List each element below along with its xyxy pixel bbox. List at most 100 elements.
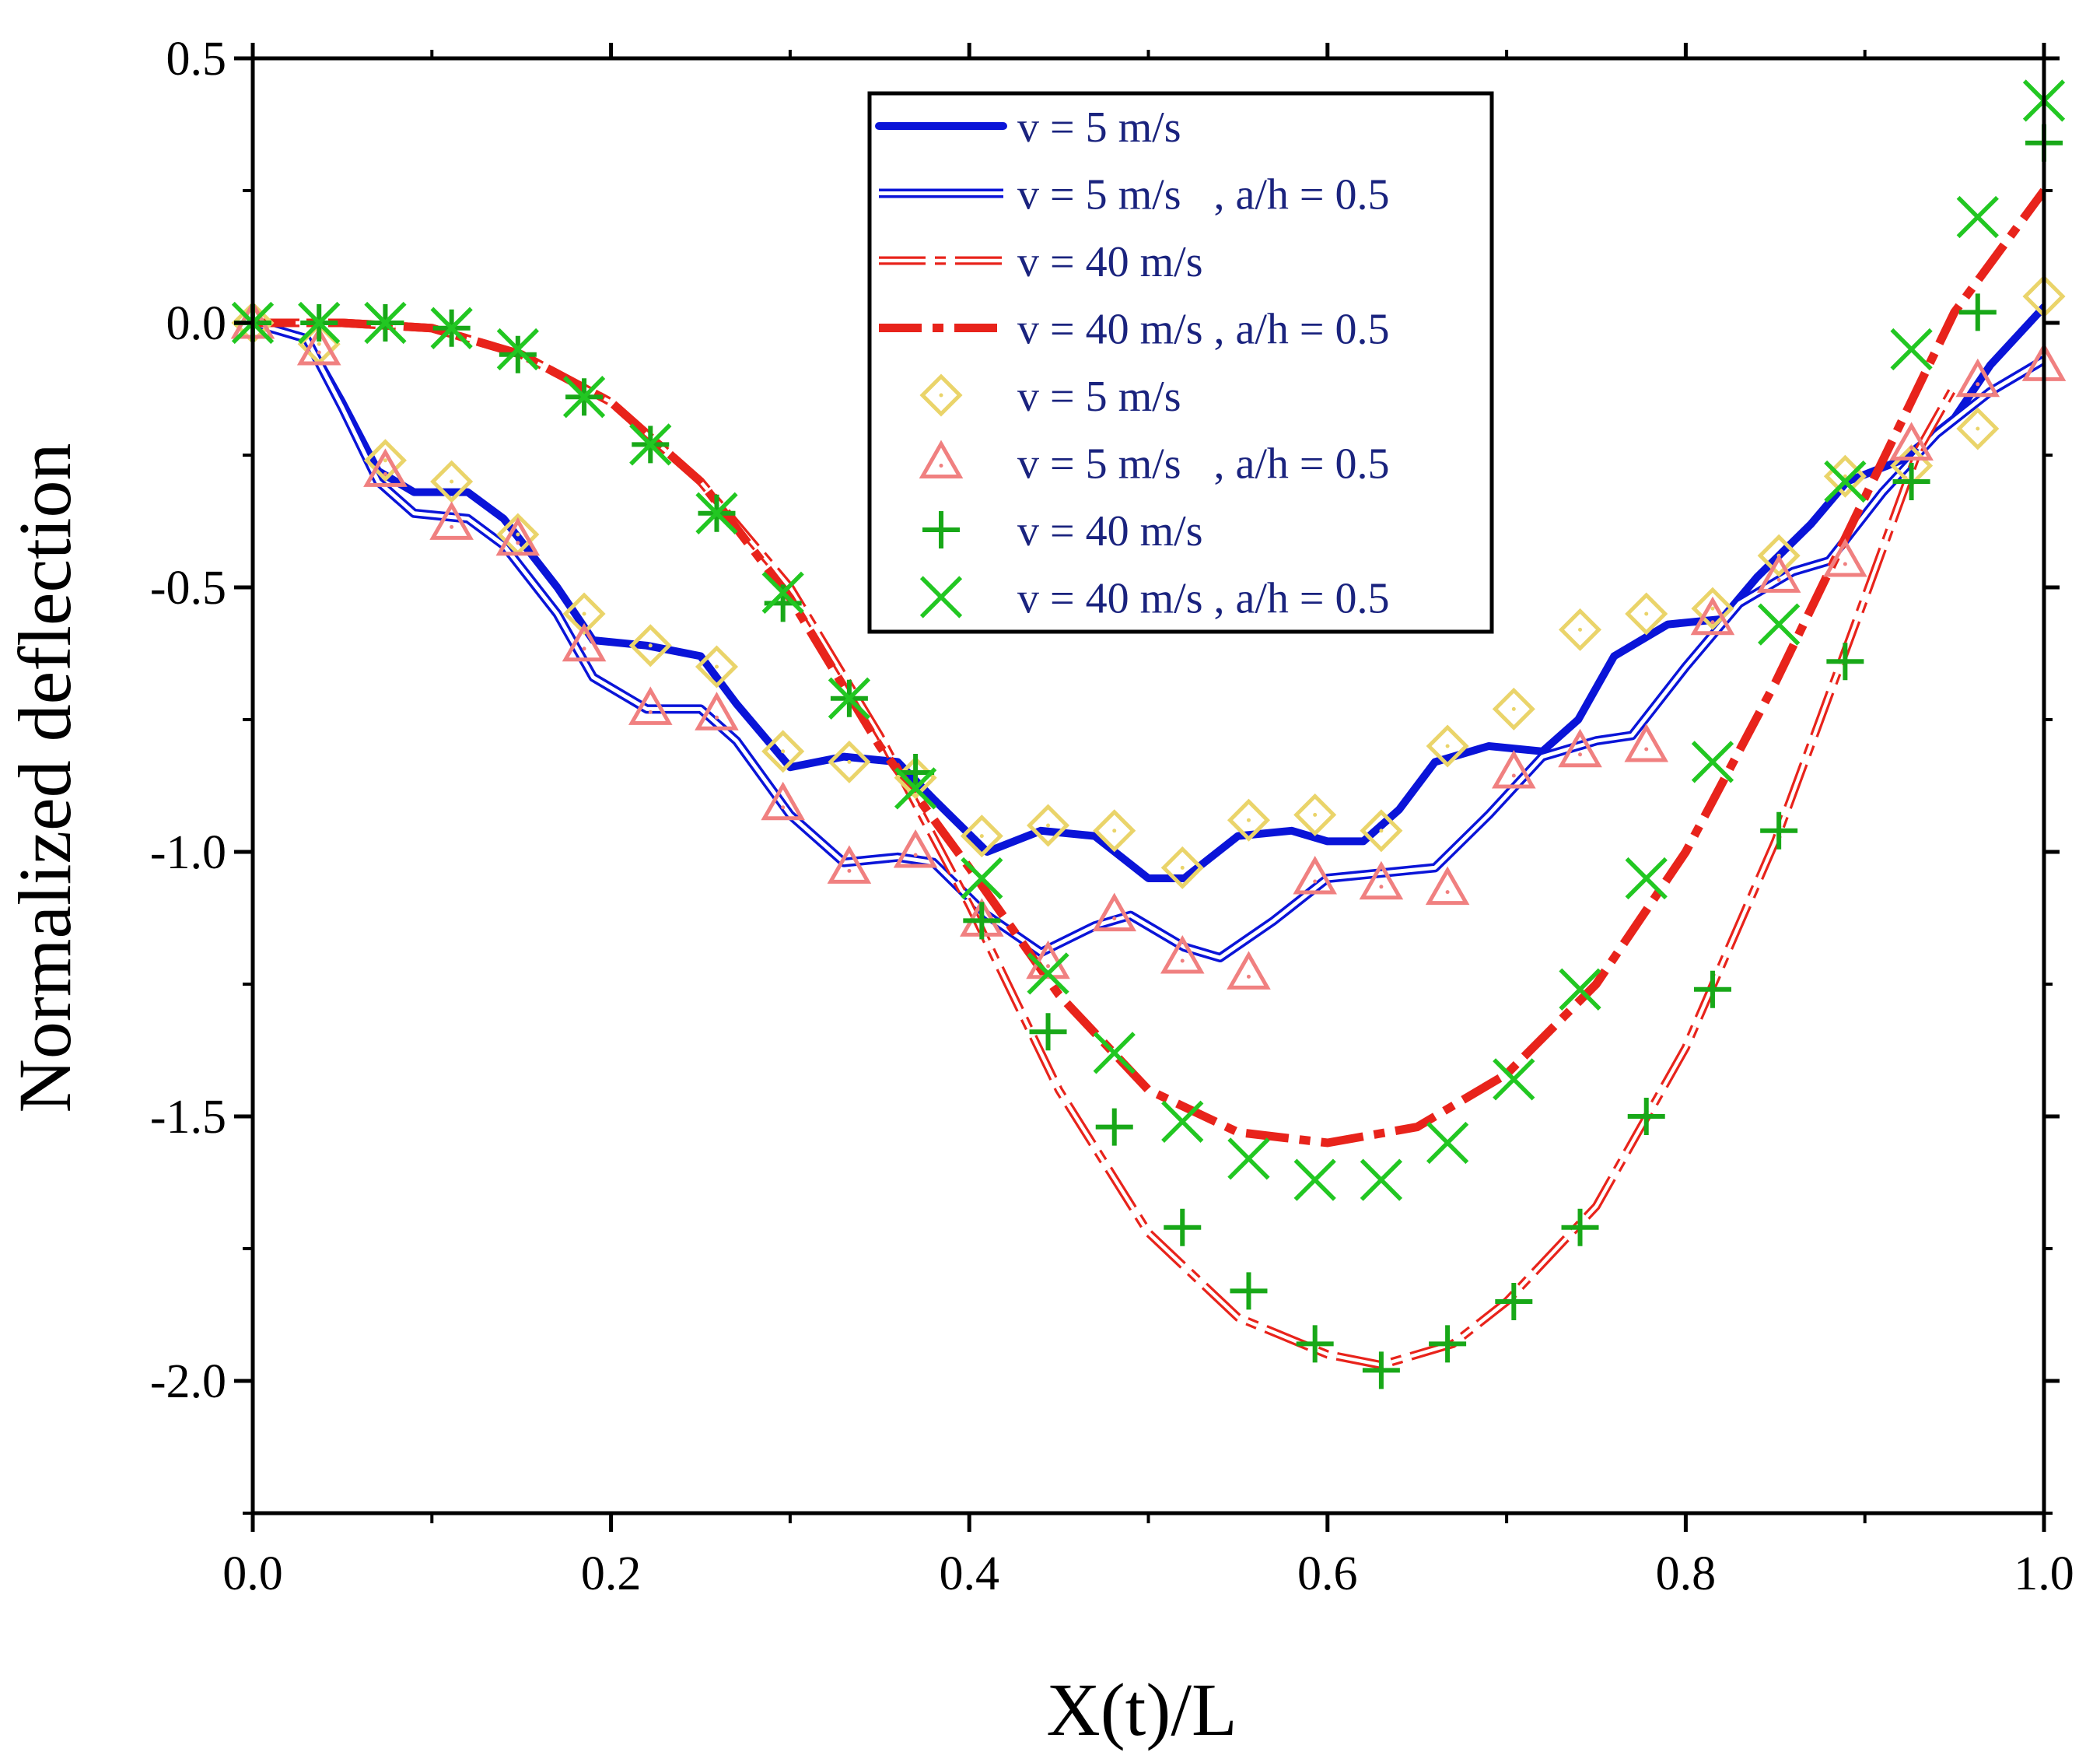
series-5-point-6-dot <box>648 710 653 714</box>
series-6-point-21 <box>1627 1098 1665 1135</box>
series-4-point-14-shape <box>1160 846 1204 889</box>
series-7-point-19 <box>1493 1058 1535 1101</box>
series-5-point-5-dot <box>582 646 586 651</box>
series-5-point-14-shape <box>1160 934 1205 974</box>
series-4-point-6-shape <box>628 624 672 668</box>
y-tick-label-2: -0.5 <box>150 562 226 615</box>
series-4-point-20-dot <box>1578 627 1583 632</box>
series-7-point-10 <box>894 767 937 810</box>
series-5-point-2-dot <box>383 471 387 476</box>
series-5-point-16-shape <box>1293 855 1337 895</box>
series-7-point-24 <box>1824 460 1867 503</box>
y-tick-label-1: 0.0 <box>166 297 227 350</box>
series-6-point-10 <box>897 754 935 791</box>
series-5-point-22-dot <box>1710 620 1715 625</box>
series-5-point-12 <box>1026 940 1070 979</box>
series-4-point-26 <box>1956 407 2000 450</box>
y-tick-label-4: -1.5 <box>150 1091 226 1144</box>
x-tick-label-3: 0.6 <box>1297 1547 1358 1600</box>
series-7-point-5 <box>562 376 606 419</box>
series-7-point-16 <box>1293 1158 1336 1201</box>
series-5-point-8-dot <box>781 805 786 810</box>
series-7-point-18 <box>1426 1121 1469 1165</box>
series-4-point-11 <box>960 815 1003 858</box>
series-4-point-3-shape <box>430 460 474 503</box>
series-4-point-16 <box>1293 793 1337 836</box>
legend-marker-4-dot <box>939 393 943 398</box>
series-5-point-10-dot <box>913 853 918 857</box>
series-4-point-19 <box>1492 687 1535 731</box>
series-7-point-9 <box>828 677 871 720</box>
legend-label-5: v = 5 m/s , a/h = 0.5 <box>1017 440 1390 489</box>
series-5-point-17-dot <box>1379 885 1384 889</box>
series-4-point-12-shape <box>1026 804 1070 847</box>
series-6-point-17 <box>1362 1351 1400 1389</box>
series-4-point-19-shape <box>1492 687 1535 731</box>
series-5-point-24 <box>1823 538 1867 577</box>
series-4-point-13-shape <box>1093 809 1136 853</box>
markers <box>230 79 2067 1389</box>
series-7-point-14 <box>1161 1100 1204 1143</box>
series-6-point-23 <box>1760 811 1798 850</box>
series-5-point-23-dot <box>1776 577 1781 582</box>
series-5-point-9-shape <box>827 845 872 884</box>
series-5-point-25 <box>1889 422 1934 461</box>
series-5-point-14 <box>1160 934 1205 974</box>
legend-marker-4-shape <box>919 373 963 417</box>
series-4-point-13-dot <box>1112 829 1117 833</box>
series-7-point-4 <box>496 328 539 371</box>
series-6-point-11 <box>963 902 1001 940</box>
series-4-point-9-dot <box>847 759 852 764</box>
series-5-point-19-shape <box>1492 749 1536 789</box>
series-4-point-22-dot <box>1710 606 1715 611</box>
series-4-point-11-dot <box>979 834 984 839</box>
series-5-point-7-shape <box>695 692 739 731</box>
series-5-point-20-shape <box>1558 728 1602 768</box>
series-5-point-25-shape <box>1889 422 1934 461</box>
series-7-point-3 <box>430 307 473 349</box>
x-tick-label-2: 0.4 <box>939 1547 999 1600</box>
series-4-point-24-dot <box>1843 474 1847 478</box>
series-5-point-3-dot <box>450 524 454 529</box>
series-5-point-15-shape <box>1227 951 1271 990</box>
series-5-point-7 <box>695 692 739 731</box>
series-3-line <box>253 187 2044 1148</box>
series-5-point-1-dot <box>317 350 321 355</box>
series-4-point-19-dot <box>1511 706 1516 711</box>
legend-entry-4: v = 5 m/s <box>919 373 1181 421</box>
series-4-point-15-dot <box>1246 818 1251 822</box>
legend-entry-5: v = 5 m/s , a/h = 0.5 <box>919 440 1390 489</box>
x-tick-label-1: 0.2 <box>581 1547 642 1600</box>
series-4-point-2-dot <box>383 458 387 463</box>
legend-marker-6 <box>922 511 960 548</box>
series-4-point-5-shape <box>562 592 606 636</box>
series-4-point-23-shape <box>1757 534 1801 577</box>
series-4-point-4-dot <box>516 532 520 537</box>
legend-entry-2: v = 40 m/s <box>879 238 1203 286</box>
series-5-point-26-shape <box>1955 358 2000 398</box>
series-5-point-15-dot <box>1246 974 1251 979</box>
legend-label-0: v = 5 m/s <box>1017 103 1181 152</box>
series-3-line-path <box>253 187 2044 1148</box>
y-axis-title: Normalized deflection <box>3 443 86 1113</box>
series-4-point-7-shape <box>695 645 739 689</box>
y-tick-label-5: -2.0 <box>150 1355 226 1408</box>
series-5-point-19-dot <box>1511 773 1516 778</box>
series-7-point-21 <box>1625 857 1668 900</box>
series-5-point-18-dot <box>1445 890 1450 895</box>
series-5-point-8 <box>761 781 805 821</box>
legend-entry-6: v = 40 m/s <box>922 507 1203 555</box>
series-7-markers <box>231 79 2066 1201</box>
series-4-point-15 <box>1227 798 1271 842</box>
y-tick-label-3: -1.0 <box>150 826 226 879</box>
series-6-point-26 <box>1958 293 1997 331</box>
series-5-point-14-dot <box>1180 958 1185 963</box>
series-5-point-13 <box>1092 892 1137 932</box>
series-5-point-12-shape <box>1026 940 1070 979</box>
series-4-point-6-dot <box>648 643 653 648</box>
series-5-point-17-shape <box>1359 860 1404 900</box>
series-5-point-26-dot <box>1976 382 1980 387</box>
series-4-point-12-dot <box>1046 823 1051 828</box>
series-5-point-4-dot <box>516 541 520 545</box>
